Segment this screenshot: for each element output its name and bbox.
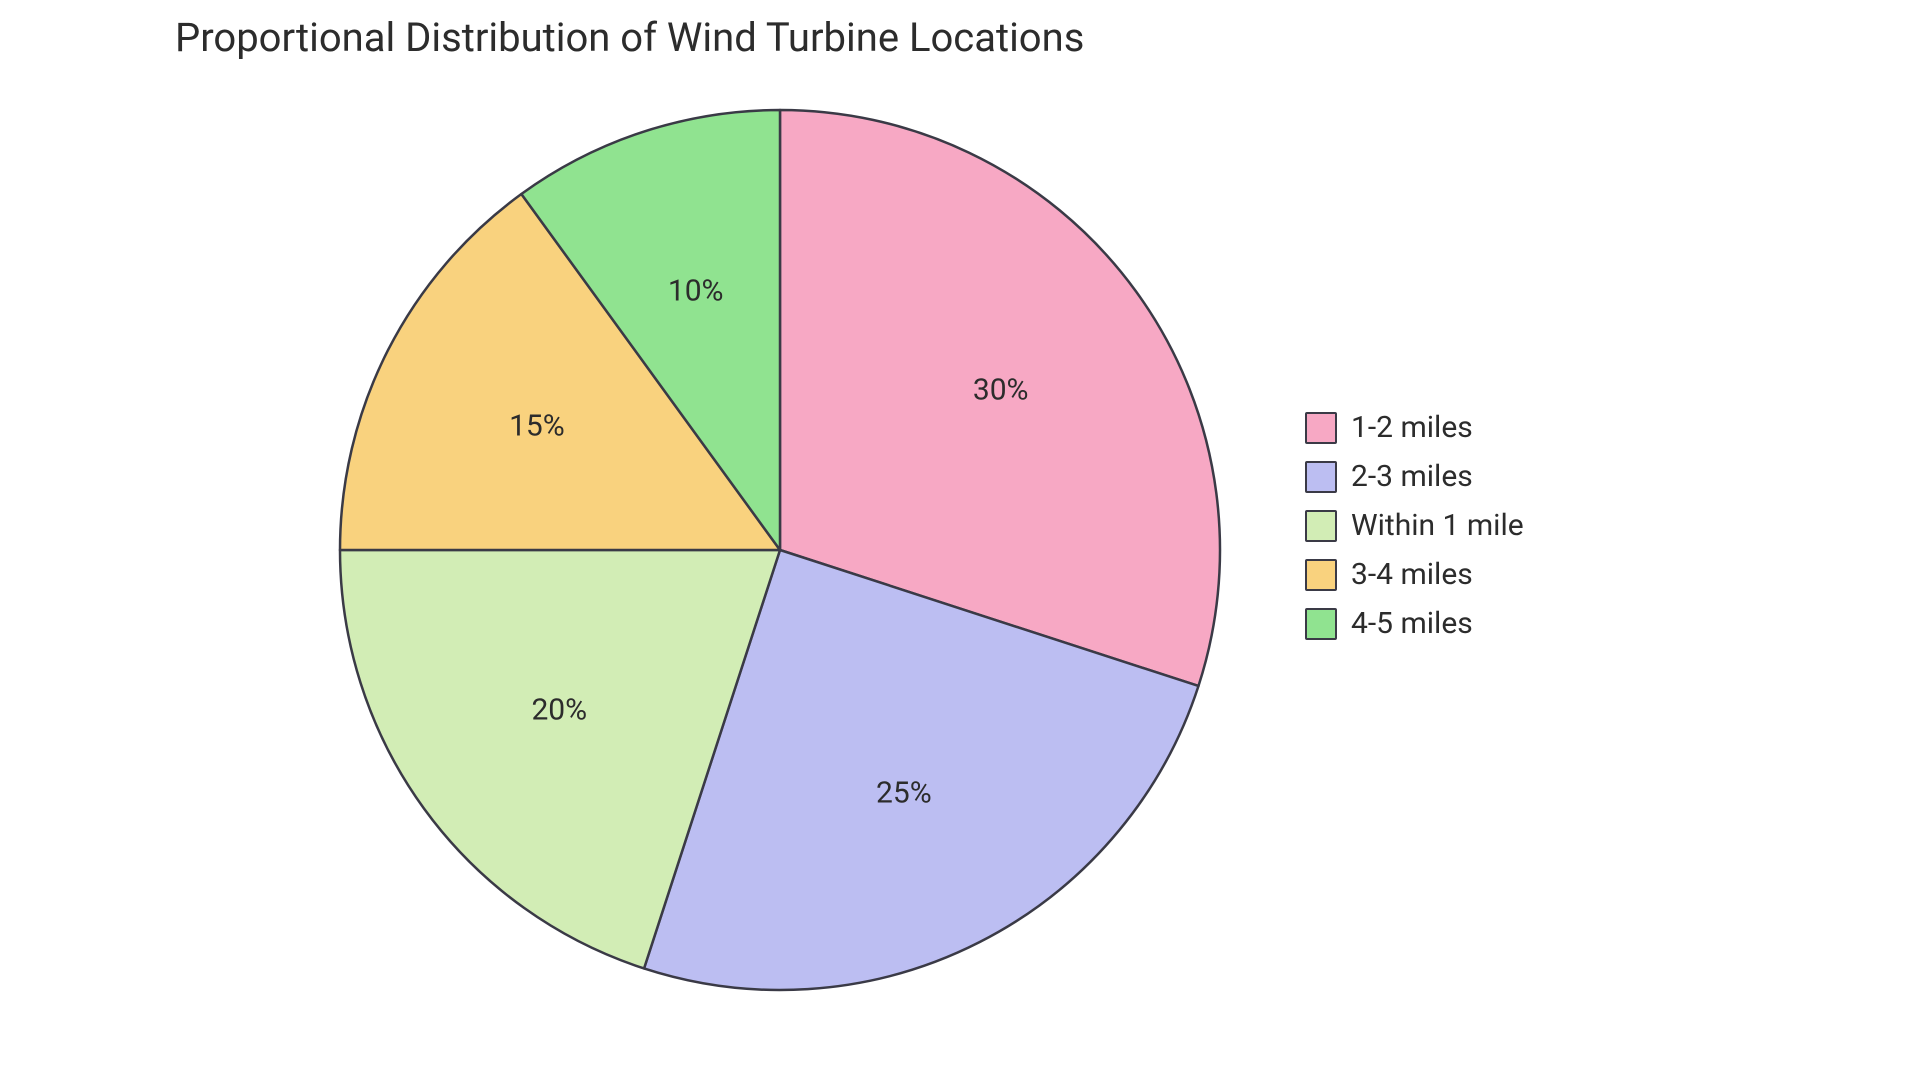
legend-swatch [1305,412,1337,444]
slice-label: 25% [876,776,932,811]
legend-item: Within 1 mile [1305,508,1524,543]
legend: 1-2 miles 2-3 miles Within 1 mile 3-4 miles… [1305,410,1524,641]
legend-swatch [1305,510,1337,542]
legend-label: 2-3 miles [1351,459,1473,494]
pie-svg [336,106,1224,994]
legend-item: 4-5 miles [1305,606,1524,641]
slice-label: 15% [509,409,565,444]
slice-label: 30% [973,372,1029,407]
slice-label: 10% [668,273,724,308]
legend-item: 3-4 miles [1305,557,1524,592]
legend-swatch [1305,461,1337,493]
legend-label: 4-5 miles [1351,606,1473,641]
legend-swatch [1305,559,1337,591]
legend-item: 2-3 miles [1305,459,1524,494]
chart-title: Proportional Distribution of Wind Turbin… [175,14,1084,61]
slice-label: 20% [531,693,587,728]
chart-container: Proportional Distribution of Wind Turbin… [0,0,1920,1080]
pie-chart [336,106,1224,994]
legend-label: 1-2 miles [1351,410,1473,445]
legend-label: Within 1 mile [1351,508,1524,543]
legend-item: 1-2 miles [1305,410,1524,445]
legend-label: 3-4 miles [1351,557,1473,592]
legend-swatch [1305,608,1337,640]
